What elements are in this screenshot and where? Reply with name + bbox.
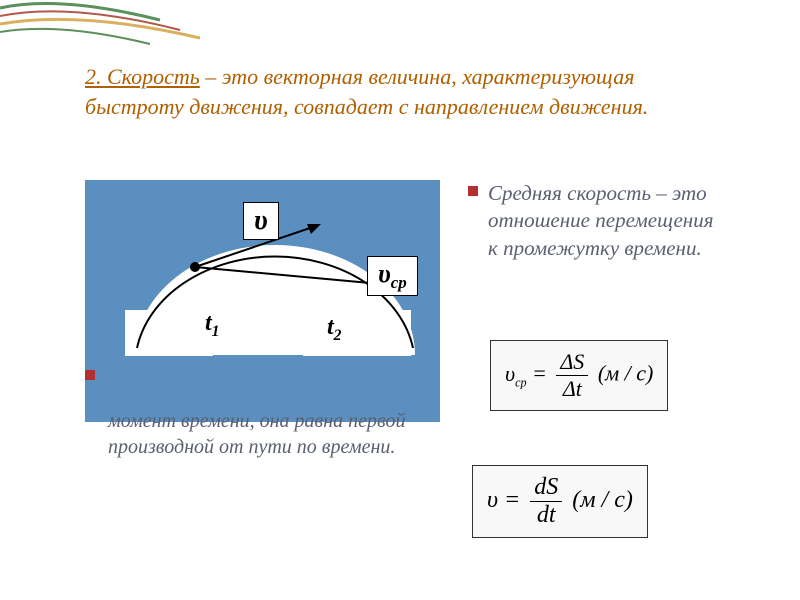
equals-sign: = <box>504 487 526 513</box>
fraction: ΔS Δt <box>556 349 588 402</box>
label-v: υ <box>243 202 279 240</box>
avg-speed-definition: Средняя скорость – это отношение перемещ… <box>468 180 725 262</box>
slide-decoration <box>0 0 800 48</box>
heading-block: 2. Скорость – это векторная величина, ха… <box>85 62 715 121</box>
avg-speed-text: Средняя скорость – это отношение перемещ… <box>488 180 725 262</box>
label-t1: t1 <box>205 310 219 341</box>
bullet-icon <box>468 186 478 196</box>
heading-title: 2. Скорость <box>85 64 200 89</box>
label-t2: t2 <box>327 314 341 345</box>
label-v-avg: υср <box>367 256 418 296</box>
equals-sign: = <box>532 361 547 386</box>
formula-instant-velocity: υ = dS dt (м / с) <box>472 465 648 538</box>
formula-unit: (м / с) <box>598 361 654 386</box>
formula-lhs: υср <box>505 361 527 386</box>
bullet-icon <box>85 370 95 380</box>
fraction: dS dt <box>530 474 562 529</box>
formula-unit: (м / с) <box>572 487 633 513</box>
formula-lhs: υ <box>487 487 498 513</box>
left-column: υ υср t1 t2 <box>85 180 440 422</box>
instant-speed-note: момент времени, она равна первой произво… <box>108 408 418 460</box>
velocity-diagram: υ υср t1 t2 <box>85 180 440 422</box>
formula-avg-velocity: υср = ΔS Δt (м / с) <box>490 340 668 411</box>
